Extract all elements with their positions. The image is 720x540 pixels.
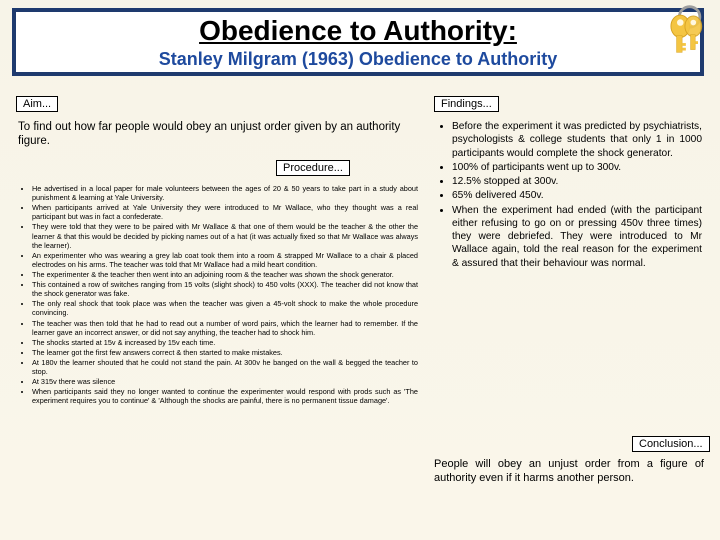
list-item: 65% delivered 450v. [452,189,702,202]
list-item: 12.5% stopped at 300v. [452,175,702,188]
list-item: When participants said they no longer wa… [32,387,418,405]
list-item: At 180v the learner shouted that he coul… [32,358,418,376]
list-item: The experimenter & the teacher then went… [32,270,418,279]
list-item: Before the experiment it was predicted b… [452,120,702,160]
list-item: He advertised in a local paper for male … [32,184,418,202]
list-item: 100% of participants went up to 300v. [452,161,702,174]
procedure-label: Procedure... [276,160,350,176]
list-item: The learner got the first few answers co… [32,348,418,357]
list-item: The shocks started at 15v & increased by… [32,338,418,347]
list-item: An experimenter who was wearing a grey l… [32,251,418,269]
content-area: Aim... To find out how far people would … [12,96,708,536]
aim-label: Aim... [16,96,58,112]
procedure-list: He advertised in a local paper for male … [18,184,418,407]
list-item: This contained a row of switches ranging… [32,280,418,298]
list-item: The teacher was then told that he had to… [32,319,418,337]
aim-text: To find out how far people would obey an… [18,120,412,149]
list-item: They were told that they were to be pair… [32,222,418,249]
findings-label: Findings... [434,96,499,112]
list-item: The only real shock that took place was … [32,299,418,317]
conclusion-text: People will obey an unjust order from a … [434,458,704,486]
list-item: At 315v there was silence [32,377,418,386]
page-subtitle: Stanley Milgram (1963) Obedience to Auth… [24,49,692,70]
list-item: When the experiment had ended (with the … [452,204,702,270]
keys-icon [654,2,714,58]
findings-list: Before the experiment it was predicted b… [436,120,702,271]
title-frame: Obedience to Authority: Stanley Milgram … [12,8,704,76]
list-item: When participants arrived at Yale Univer… [32,203,418,221]
page-title: Obedience to Authority: [24,16,692,47]
conclusion-label: Conclusion... [632,436,710,452]
